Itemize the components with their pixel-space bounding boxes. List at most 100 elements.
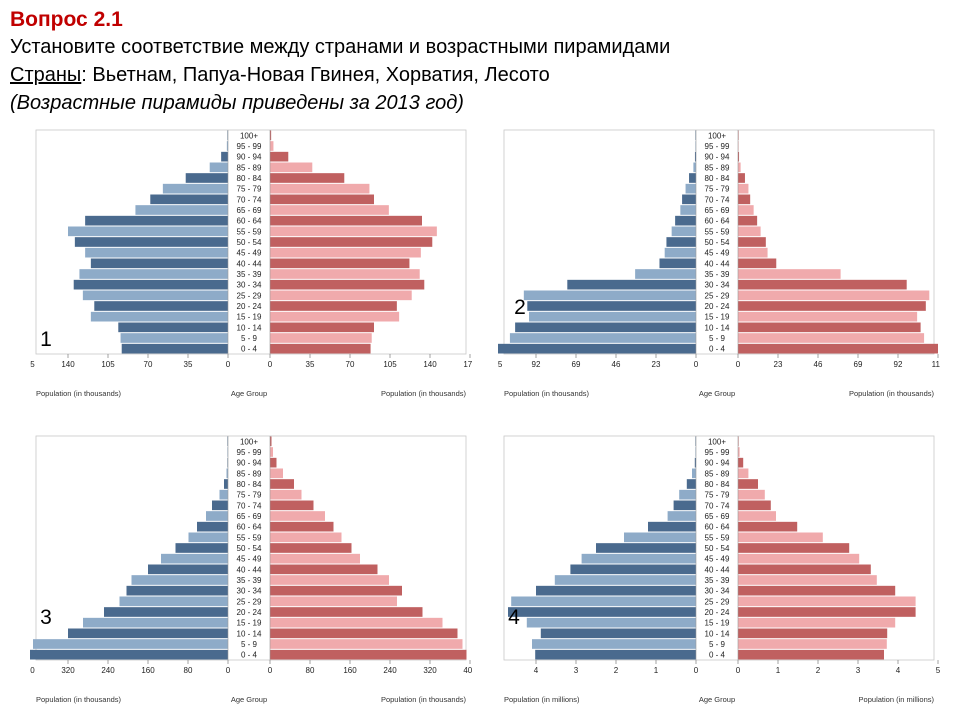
tick-label-right: 23 bbox=[774, 360, 783, 369]
male-bar-11 bbox=[74, 237, 228, 247]
tick-label-right: 70 bbox=[346, 360, 355, 369]
female-bar-7 bbox=[270, 279, 425, 290]
age-group-label: 80 - 84 bbox=[237, 174, 262, 183]
age-group-label: 55 - 59 bbox=[705, 533, 730, 542]
age-group-label: 20 - 24 bbox=[705, 302, 730, 311]
male-bar-12 bbox=[68, 226, 228, 237]
tick-label-left: 80 bbox=[184, 666, 193, 675]
female-bar-18 bbox=[270, 468, 283, 479]
male-bar-3 bbox=[540, 628, 696, 639]
female-bar-3 bbox=[738, 628, 888, 639]
age-group-label: 60 - 64 bbox=[705, 217, 730, 226]
tick-label-right: 105 bbox=[383, 360, 397, 369]
female-bar-14 bbox=[270, 205, 389, 215]
tick-label-right: 0 bbox=[268, 360, 273, 369]
plot-frame bbox=[35, 129, 467, 355]
age-group-label: 15 - 19 bbox=[705, 619, 730, 628]
age-group-label: 20 - 24 bbox=[237, 302, 262, 311]
female-bar-1 bbox=[738, 343, 938, 354]
male-bar-13 bbox=[197, 521, 228, 532]
male-bar-19 bbox=[694, 151, 696, 162]
male-bar-9 bbox=[659, 258, 696, 269]
male-bar-4 bbox=[529, 311, 696, 322]
pyramid-number: 4 bbox=[508, 606, 520, 629]
age-group-label: 5 - 9 bbox=[709, 640, 726, 649]
age-group-label: 30 - 34 bbox=[705, 587, 730, 596]
male-bar-9 bbox=[570, 564, 696, 575]
age-group-label: 65 - 69 bbox=[705, 206, 730, 215]
instruction-text: Установите соответствие между странами и… bbox=[10, 36, 671, 58]
age-group-label: 70 - 74 bbox=[237, 195, 262, 204]
female-bar-16 bbox=[738, 183, 749, 194]
male-bar-4 bbox=[526, 617, 696, 628]
age-group-label: 50 - 54 bbox=[237, 544, 262, 553]
tick-label-right: 115 bbox=[932, 360, 940, 369]
female-bar-4 bbox=[270, 617, 443, 628]
age-group-label: 80 - 84 bbox=[237, 480, 262, 489]
female-bar-15 bbox=[738, 194, 751, 205]
pyramid-panel-2: 0 - 4 5 - 9 10 - 14 15 - 19 20 - 24 25 - 29 30… bbox=[490, 126, 945, 409]
age-group-label: 10 - 14 bbox=[237, 323, 262, 332]
tick-label-left: 92 bbox=[532, 360, 541, 369]
tick-label-right: 400 bbox=[463, 666, 472, 675]
tick-label-left: 320 bbox=[61, 666, 75, 675]
male-bar-3 bbox=[515, 322, 696, 333]
female-bar-1 bbox=[270, 343, 371, 354]
age-group-label: 25 - 29 bbox=[237, 291, 262, 300]
female-bar-15 bbox=[738, 500, 771, 511]
male-bar-18 bbox=[209, 162, 228, 173]
age-group-label: 0 - 4 bbox=[241, 345, 258, 354]
age-group-label: 100+ bbox=[240, 437, 258, 446]
female-bar-8 bbox=[270, 575, 389, 585]
age-group-label: 90 - 94 bbox=[237, 153, 262, 162]
female-bar-17 bbox=[270, 173, 345, 183]
female-bar-9 bbox=[270, 258, 410, 269]
female-bar-2 bbox=[270, 333, 372, 343]
female-bar-12 bbox=[738, 226, 761, 237]
female-bar-2 bbox=[738, 333, 925, 343]
tick-label-right: 4 bbox=[896, 666, 901, 675]
male-bar-10 bbox=[664, 247, 696, 258]
female-bar-5 bbox=[270, 301, 397, 311]
female-bar-8 bbox=[738, 575, 877, 585]
female-bar-19 bbox=[738, 457, 744, 468]
female-bar-5 bbox=[738, 607, 916, 617]
age-group-label: 25 - 29 bbox=[705, 597, 730, 606]
male-bar-5 bbox=[104, 607, 228, 617]
tick-label-right: 0 bbox=[736, 666, 741, 675]
male-bar-5 bbox=[527, 301, 696, 311]
female-bar-6 bbox=[270, 596, 397, 607]
male-bar-13 bbox=[675, 215, 696, 226]
male-bar-2 bbox=[33, 639, 228, 649]
male-bar-8 bbox=[79, 269, 228, 279]
female-bar-9 bbox=[270, 564, 378, 575]
age-group-label: 5 - 9 bbox=[241, 640, 258, 649]
female-bar-7 bbox=[738, 585, 896, 596]
male-bar-8 bbox=[635, 269, 696, 279]
male-bar-15 bbox=[150, 194, 228, 205]
age-group-label: 15 - 19 bbox=[237, 313, 262, 322]
age-group-label: 40 - 44 bbox=[237, 259, 262, 268]
tick-label-right: 0 bbox=[736, 360, 741, 369]
female-bar-8 bbox=[270, 269, 420, 279]
tick-label-right: 5 bbox=[936, 666, 940, 675]
age-group-label: 10 - 14 bbox=[705, 629, 730, 638]
female-bar-14 bbox=[738, 511, 776, 521]
age-group-label: 45 - 49 bbox=[237, 249, 262, 258]
age-group-axis-title: Age Group bbox=[231, 695, 267, 704]
age-group-label: 35 - 39 bbox=[705, 270, 730, 279]
age-group-label: 95 - 99 bbox=[237, 142, 262, 151]
female-bar-13 bbox=[738, 521, 798, 532]
x-axis-label-left: Population (in thousands) bbox=[36, 695, 122, 704]
male-bar-11 bbox=[596, 543, 696, 553]
tick-label-left: 2 bbox=[614, 666, 619, 675]
male-bar-5 bbox=[508, 607, 696, 617]
female-bar-17 bbox=[270, 479, 294, 489]
male-bar-15 bbox=[673, 500, 696, 511]
countries-line: Страны: Вьетнам, Папуа-Новая Гвинея, Хор… bbox=[10, 61, 950, 89]
male-bar-8 bbox=[131, 575, 228, 585]
x-axis-label-left: Population (in millions) bbox=[504, 695, 580, 704]
tick-label-left: 105 bbox=[101, 360, 115, 369]
